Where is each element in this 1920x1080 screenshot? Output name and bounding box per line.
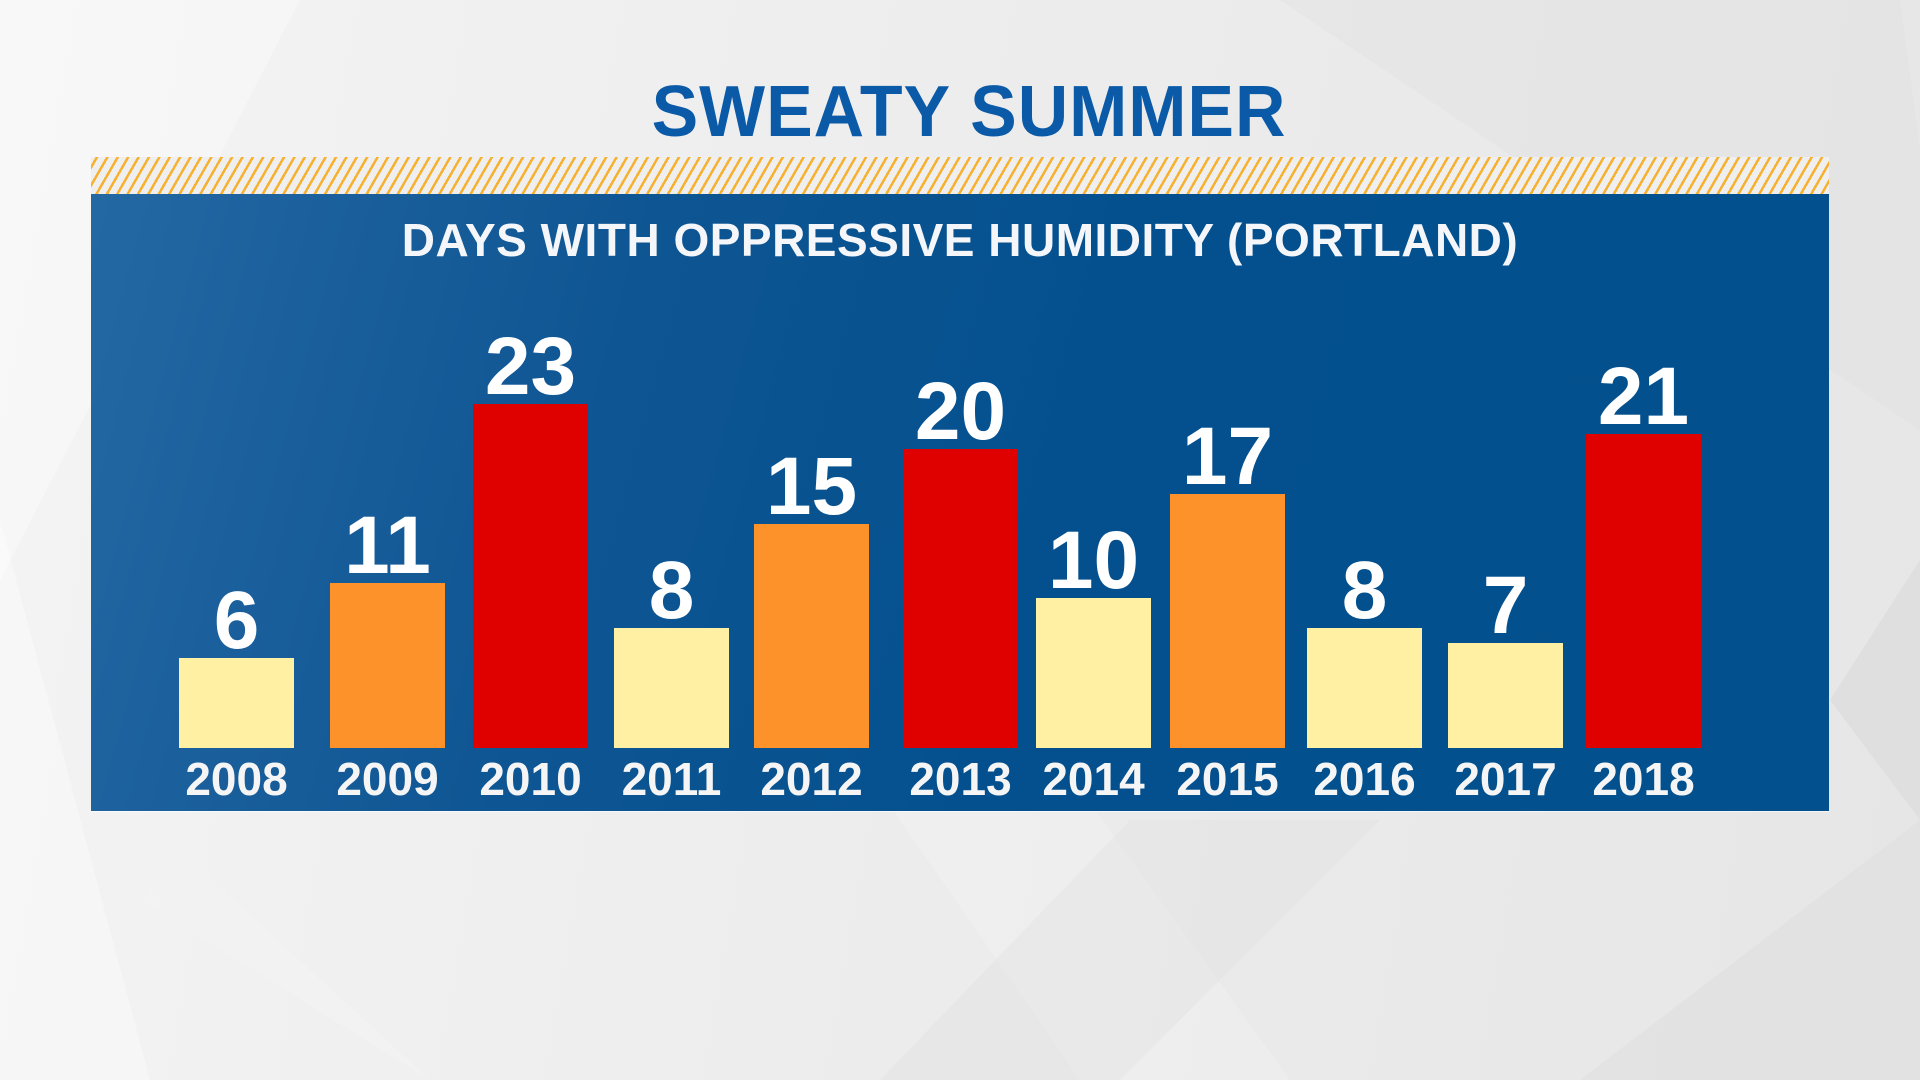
value-label: 20 xyxy=(914,365,1007,457)
year-label: 2017 xyxy=(1454,753,1557,805)
value-label: 21 xyxy=(1597,350,1690,442)
bar xyxy=(1307,628,1422,748)
bar-group: 15 2012 xyxy=(754,194,869,811)
bar xyxy=(473,403,588,748)
year-label: 2012 xyxy=(760,753,863,805)
chart-subtitle: DAYS WITH OPPRESSIVE HUMIDITY (PORTLAND) xyxy=(401,214,1519,266)
year-label: 2015 xyxy=(1176,753,1279,805)
bar-group: 10 2014 xyxy=(1036,194,1151,811)
value-label: 8 xyxy=(1341,545,1388,637)
value-label: 6 xyxy=(213,575,260,667)
bar-group: 8 2016 xyxy=(1307,194,1422,811)
year-label: 2013 xyxy=(909,753,1012,805)
bar xyxy=(330,583,445,748)
bar xyxy=(614,628,729,748)
bar-group: 8 2011 xyxy=(614,194,729,811)
bar xyxy=(903,448,1018,748)
bar xyxy=(1448,643,1563,748)
value-label: 15 xyxy=(765,440,858,532)
hatch-stripe-band xyxy=(91,157,1829,194)
year-label: 2016 xyxy=(1313,753,1416,805)
chart-title: SWEATY SUMMER xyxy=(651,72,1287,152)
year-label: 2009 xyxy=(336,753,439,805)
year-label: 2018 xyxy=(1592,753,1695,805)
bar xyxy=(1036,598,1151,748)
bar xyxy=(754,523,869,748)
value-label: 7 xyxy=(1482,560,1529,652)
year-label: 2014 xyxy=(1042,753,1145,805)
bar-group: 6 2008 xyxy=(179,194,294,811)
chart-panel: DAYS WITH OPPRESSIVE HUMIDITY (PORTLAND)… xyxy=(91,194,1829,811)
value-label: 10 xyxy=(1047,515,1140,607)
bar-group: 17 2015 xyxy=(1170,194,1285,811)
value-label: 8 xyxy=(648,545,695,637)
year-label: 2011 xyxy=(621,753,722,805)
bar xyxy=(1586,433,1701,748)
bar xyxy=(1170,493,1285,748)
bar-group: 7 2017 xyxy=(1448,194,1563,811)
value-label: 17 xyxy=(1181,410,1274,502)
bar-group: 21 2018 xyxy=(1586,194,1701,811)
year-label: 2010 xyxy=(479,753,582,805)
bar xyxy=(179,658,294,748)
year-label: 2008 xyxy=(185,753,288,805)
value-label: 23 xyxy=(484,320,577,412)
bar-group: 23 2010 xyxy=(473,194,588,811)
bar-group: 11 2009 xyxy=(330,194,445,811)
bar-group: 20 2013 xyxy=(903,194,1018,811)
value-label: 11 xyxy=(344,500,431,592)
